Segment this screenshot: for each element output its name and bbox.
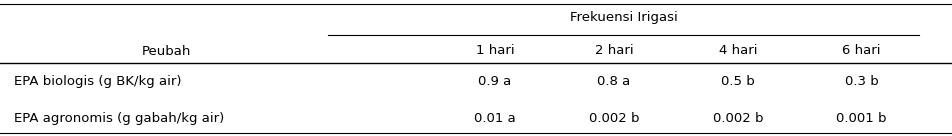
Text: 0.9 a: 0.9 a [479, 75, 511, 88]
Text: 0.002 b: 0.002 b [712, 112, 764, 125]
Text: 6 hari: 6 hari [843, 44, 881, 57]
Text: 2 hari: 2 hari [595, 44, 633, 57]
Text: Frekuensi Irigasi: Frekuensi Irigasi [569, 11, 678, 24]
Text: 1 hari: 1 hari [476, 44, 514, 57]
Text: 0.01 a: 0.01 a [474, 112, 516, 125]
Text: 0.5 b: 0.5 b [721, 75, 755, 88]
Text: 4 hari: 4 hari [719, 44, 757, 57]
Text: 0.001 b: 0.001 b [836, 112, 887, 125]
Text: 0.002 b: 0.002 b [588, 112, 640, 125]
Text: Peubah: Peubah [142, 45, 191, 58]
Text: EPA biologis (g BK/kg air): EPA biologis (g BK/kg air) [14, 75, 182, 88]
Text: 0.3 b: 0.3 b [844, 75, 879, 88]
Text: 0.8 a: 0.8 a [598, 75, 630, 88]
Text: EPA agronomis (g gabah/kg air): EPA agronomis (g gabah/kg air) [14, 112, 225, 125]
